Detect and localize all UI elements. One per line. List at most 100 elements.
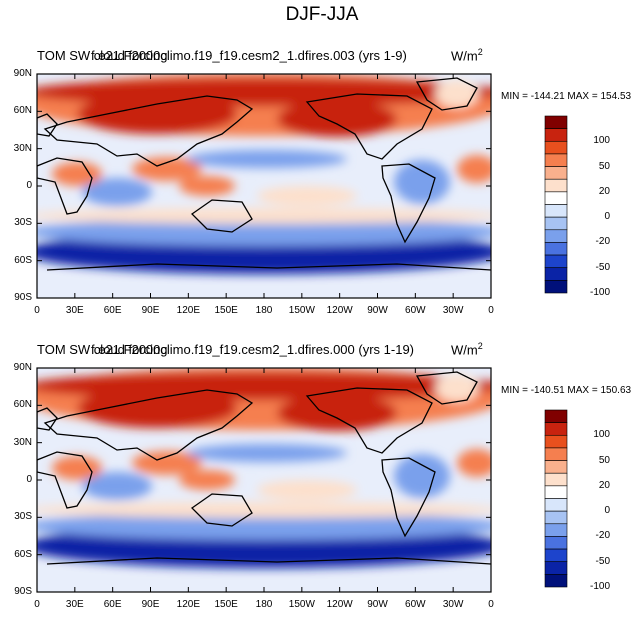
- colorbar-swatch: [544, 422, 568, 436]
- panel-case-title: f.e21.F2000climo.f19_f19.cesm2_1.dfires.…: [91, 342, 415, 357]
- coastline: [190, 199, 253, 233]
- lon-tick-label: 150W: [288, 599, 315, 610]
- colorbar-swatch: [544, 242, 568, 256]
- colorbar-swatch: [544, 536, 568, 550]
- panel-case-title: f.e21.F2000climo.f19_f19.cesm2_1.dfires.…: [91, 48, 407, 63]
- lon-tick-label: 90E: [141, 305, 160, 316]
- coastline: [37, 113, 58, 137]
- colorbar-label: 20: [598, 479, 610, 491]
- field-contour-patch: [394, 454, 450, 498]
- colorbar-swatch: [544, 166, 568, 180]
- field-contour-patch: [179, 176, 235, 196]
- colorbar-bottom: [544, 409, 568, 588]
- lon-tick-label: 120E: [176, 305, 200, 316]
- coastline: [43, 95, 254, 167]
- field-contour-patch: [82, 178, 152, 206]
- colorbar-label: -20: [595, 530, 610, 542]
- lat-tick-label: 60S: [14, 548, 32, 560]
- field-contour-patch: [37, 208, 491, 224]
- colorbar-swatch: [544, 216, 568, 231]
- coastline: [381, 457, 436, 538]
- map-bottom: [36, 367, 492, 593]
- colorbar-label: -100: [589, 581, 610, 592]
- panel-variable-title: TOM SW cloud forcing: [37, 48, 168, 63]
- coastline: [46, 263, 491, 271]
- coastline: [37, 451, 93, 509]
- colorbar-swatch: [544, 434, 568, 449]
- colorbar-swatch: [544, 153, 568, 167]
- lat-tick-label: 90S: [14, 292, 32, 303]
- lat-tick-label: 30N: [13, 142, 32, 154]
- lon-tick-label: 0: [488, 305, 494, 316]
- lon-tick-label: 0: [34, 599, 40, 610]
- coastline: [37, 157, 93, 215]
- colorbar-swatch: [544, 548, 568, 563]
- lon-tick-label: 150E: [214, 599, 238, 610]
- field-contour-patch: [187, 444, 347, 462]
- field-contour-patch: [77, 388, 237, 428]
- lon-tick-label: 90W: [367, 599, 388, 610]
- colorbar-top: [544, 115, 568, 294]
- panel-variable-title: TOM SW cloud forcing: [37, 342, 168, 357]
- coastline: [37, 407, 58, 431]
- lon-tick-label: 150W: [288, 305, 315, 316]
- field-contour-patch: [457, 449, 491, 477]
- field-contour-patch: [132, 451, 202, 475]
- colorbar-label: -50: [595, 555, 610, 567]
- lon-tick-label: 120W: [326, 305, 353, 316]
- field-contour-patch: [435, 80, 479, 108]
- field-contour-patch: [52, 162, 102, 186]
- coastline: [415, 77, 478, 111]
- lon-tick-label: 30W: [442, 305, 464, 316]
- field-contour-patch: [82, 472, 152, 500]
- colorbar-swatch: [544, 447, 568, 461]
- colorbar-label: -20: [595, 236, 610, 248]
- colorbar-label: 0: [604, 505, 610, 517]
- lon-tick-label: 60E: [103, 599, 122, 610]
- coastline: [190, 493, 253, 527]
- lat-tick-label: 60N: [13, 105, 32, 117]
- lon-tick-label: 120W: [326, 599, 353, 610]
- figure-title: DJF-JJA: [285, 4, 359, 25]
- coastline: [46, 557, 491, 565]
- panel-title-bottom: TOM SW cloud forcing f.e21.F2000climo.f1…: [37, 342, 437, 358]
- colorbar-swatch: [544, 178, 568, 193]
- field-contour-patch: [37, 512, 491, 540]
- colorbar-label: 0: [604, 211, 610, 223]
- colorbar-swatch: [544, 574, 568, 588]
- field-contour-patch: [277, 395, 397, 431]
- lat-tick-label: 60S: [14, 254, 32, 266]
- min-max-label: MIN = -140.51 MAX = 150.63: [501, 385, 632, 396]
- lon-tick-label: 0: [488, 599, 494, 610]
- colorbar-label: -100: [589, 287, 610, 298]
- lat-tick-label: 60N: [13, 399, 32, 411]
- coastline: [381, 163, 436, 244]
- field-contour-patch: [394, 160, 450, 204]
- lon-tick-label: 90E: [141, 599, 160, 610]
- colorbar-swatch: [544, 191, 568, 205]
- colorbar-swatch: [544, 472, 568, 487]
- colorbar-label: 50: [598, 160, 610, 172]
- field-contour-patch: [257, 480, 357, 500]
- field-contour-patch: [37, 502, 491, 518]
- lon-tick-label: 180: [255, 305, 273, 316]
- field-contour-patch: [37, 218, 491, 246]
- lat-tick-label: 30N: [13, 436, 32, 448]
- colorbar-swatch: [544, 267, 568, 281]
- colorbar-swatch: [544, 128, 568, 142]
- lon-tick-label: 180: [255, 599, 273, 610]
- panel-title-top: TOM SW cloud forcing f.e21.F2000climo.f1…: [37, 48, 437, 64]
- lat-tick-label: 90N: [13, 68, 32, 79]
- field-contour-patch: [179, 470, 235, 490]
- colorbar-label: 100: [593, 135, 610, 147]
- lat-tick-label: 90S: [14, 586, 32, 597]
- lon-tick-label: 60E: [103, 305, 122, 316]
- field-contour-patch: [435, 374, 479, 402]
- lat-tick-label: 90N: [13, 362, 32, 373]
- coastline: [305, 387, 433, 454]
- colorbar-swatch: [544, 254, 568, 269]
- colorbar-label: 20: [598, 185, 610, 197]
- field-contour-patch: [77, 94, 237, 134]
- field-contour-patch: [257, 186, 357, 206]
- min-max-label: MIN = -144.21 MAX = 154.53: [501, 91, 632, 102]
